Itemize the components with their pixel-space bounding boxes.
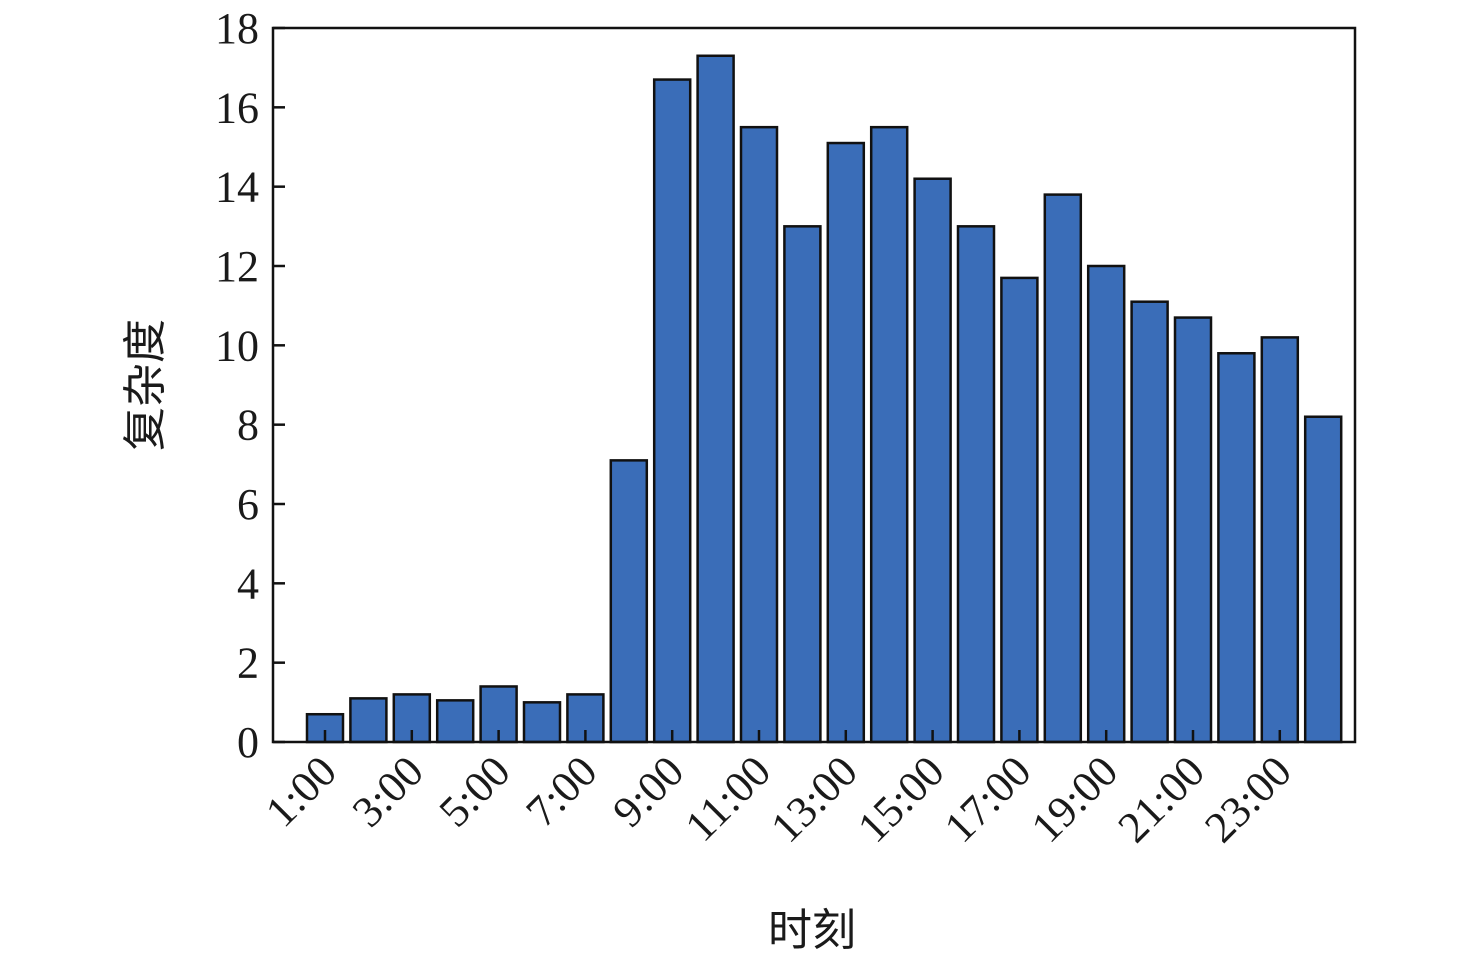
bar-23:00 (1260, 336, 1300, 744)
x-tick-label: 1:00 (256, 746, 346, 836)
bar-2:00 (349, 697, 388, 744)
bar-6:00 (522, 701, 562, 744)
y-tick-label: 8 (237, 401, 259, 450)
y-tick-label: 4 (237, 559, 259, 608)
bar-8:00 (609, 459, 649, 744)
y-tick-label: 10 (215, 321, 259, 370)
y-tick-label: 2 (237, 639, 259, 688)
bar-13:00 (826, 141, 866, 744)
x-tick-label: 19:00 (1022, 746, 1128, 852)
bar-20:00 (1130, 300, 1169, 744)
y-tick-label: 18 (215, 4, 259, 53)
bar-21:00 (1173, 316, 1213, 744)
bars-group (305, 54, 1343, 744)
bar-16:00 (956, 225, 996, 744)
x-tick-label: 13:00 (761, 746, 867, 852)
bar-22:00 (1217, 352, 1256, 744)
y-tick-label: 14 (215, 163, 259, 212)
x-tick-label: 15:00 (848, 746, 954, 852)
bar-9:00 (652, 78, 692, 744)
bar-24:00 (1303, 415, 1343, 744)
y-tick-label: 6 (237, 480, 259, 529)
bar-15:00 (913, 177, 952, 744)
x-tick-label: 11:00 (676, 746, 780, 850)
y-axis: 0 2 4 6 8 10 12 14 16 18 (215, 4, 285, 767)
bar-12:00 (783, 225, 822, 744)
x-tick-label: 23:00 (1195, 746, 1301, 852)
x-tick-label: 21:00 (1109, 746, 1215, 852)
plot-frame (271, 26, 1357, 744)
bar-18:00 (1043, 193, 1083, 744)
bar-14:00 (869, 125, 909, 744)
x-tick-label: 7:00 (517, 746, 607, 836)
bar-11:00 (739, 125, 779, 744)
x-tick-label: 17:00 (935, 746, 1041, 852)
y-tick-label: 16 (215, 83, 259, 132)
x-tick-label: 3:00 (343, 746, 433, 836)
y-axis-title: 复杂度 (120, 319, 171, 451)
x-axis-title: 时刻 (768, 905, 856, 956)
bar-19:00 (1086, 264, 1126, 744)
y-tick-label: 0 (237, 718, 259, 767)
bar-10:00 (696, 54, 735, 744)
x-axis: 1:003:005:007:009:0011:0013:0015:0017:00… (256, 730, 1301, 852)
x-tick-label: 5:00 (430, 746, 520, 836)
bar-17:00 (1000, 276, 1039, 744)
y-tick-label: 12 (215, 242, 259, 291)
x-tick-label: 9:00 (603, 746, 693, 836)
bar-4:00 (435, 699, 475, 744)
